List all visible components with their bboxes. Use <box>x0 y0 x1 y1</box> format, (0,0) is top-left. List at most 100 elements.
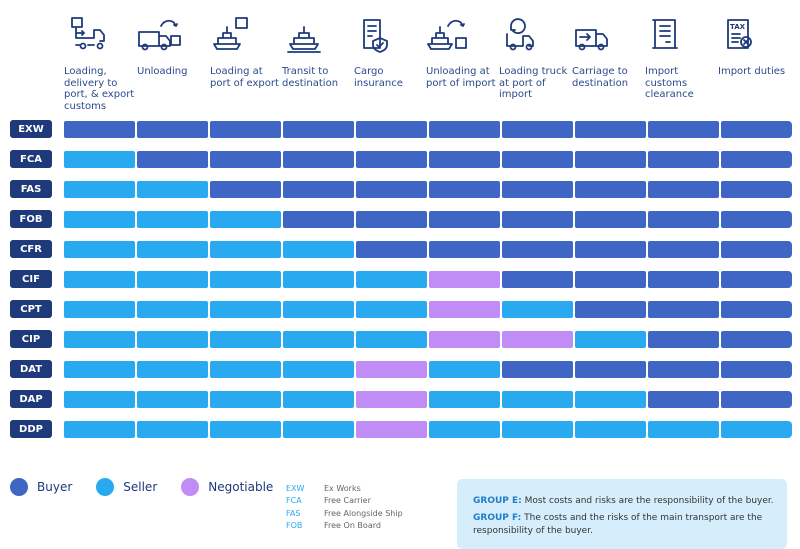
incoterm-label: DDP <box>10 420 52 438</box>
cell-buyer <box>648 300 719 318</box>
cell-seller <box>283 420 354 438</box>
cell-negotiable <box>429 330 500 348</box>
cell-seller <box>429 360 500 378</box>
cell-buyer <box>721 180 792 198</box>
cell-seller <box>429 390 500 408</box>
cell-seller <box>137 240 208 258</box>
cell-seller <box>137 360 208 378</box>
column-header: Unloading <box>137 10 209 78</box>
row-cells <box>64 270 792 288</box>
cell-seller <box>64 210 135 228</box>
cell-seller <box>575 390 646 408</box>
incoterm-row-exw: EXW <box>10 120 792 138</box>
cell-seller <box>137 270 208 288</box>
cell-buyer <box>575 270 646 288</box>
column-label: Loading truck at port of import <box>499 66 568 100</box>
buyer-dot-icon <box>10 478 28 496</box>
abbr-name: Free Carrier <box>324 496 371 506</box>
incoterm-label: CIF <box>10 270 52 288</box>
column-label: Transit to destination <box>282 66 339 89</box>
group-f: GROUP F: The costs and the risks of the … <box>473 512 787 538</box>
cell-buyer <box>429 240 500 258</box>
column-header: Loading at port of export <box>210 10 282 89</box>
incoterm-row-cpt: CPT <box>10 300 792 318</box>
truck-unload-icon <box>138 19 181 51</box>
legend-negotiable: Negotiable <box>181 478 273 496</box>
cell-buyer <box>648 150 719 168</box>
column-header: Carriage to destination <box>572 10 644 89</box>
abbr-item: EXW Ex Works <box>286 483 403 495</box>
cell-buyer <box>648 390 719 408</box>
cell-buyer <box>648 240 719 258</box>
abbr-code: FAS <box>286 508 301 518</box>
column-label: Unloading at port of import <box>426 66 496 89</box>
incoterm-label: CFR <box>10 240 52 258</box>
cell-buyer <box>502 180 573 198</box>
cell-buyer <box>648 330 719 348</box>
cell-buyer <box>721 390 792 408</box>
incoterm-row-cfr: CFR <box>10 240 792 258</box>
row-cells <box>64 240 792 258</box>
truck-arrow-icon <box>575 29 608 51</box>
cell-buyer <box>502 360 573 378</box>
column-header: Unloading at port of import <box>426 10 498 89</box>
cell-seller <box>64 180 135 198</box>
insurance-document-icon <box>363 19 388 53</box>
cell-seller <box>64 240 135 258</box>
cell-buyer <box>575 210 646 228</box>
column-header: Loading truck at port of import <box>499 10 571 101</box>
cell-seller <box>137 390 208 408</box>
incoterm-label: CIP <box>10 330 52 348</box>
abbr-name: Ex Works <box>324 484 361 493</box>
cell-seller <box>283 390 354 408</box>
cell-buyer <box>721 150 792 168</box>
ship-box-icon <box>213 17 248 50</box>
cell-negotiable <box>356 390 427 408</box>
column-header: Import customs clearance <box>645 10 717 101</box>
cell-buyer <box>648 180 719 198</box>
cell-negotiable <box>429 270 500 288</box>
cell-buyer <box>429 210 500 228</box>
incoterm-row-ddp: DDP <box>10 420 792 438</box>
cell-seller <box>64 270 135 288</box>
cell-seller <box>502 420 573 438</box>
cell-seller <box>210 390 281 408</box>
scroll-document-icon <box>652 19 678 49</box>
abbr-item: FCA Free Carrier <box>286 495 403 507</box>
cell-buyer <box>575 240 646 258</box>
cell-seller <box>283 360 354 378</box>
cell-buyer <box>721 210 792 228</box>
cell-buyer <box>429 150 500 168</box>
column-label: Cargo insurance <box>354 66 403 89</box>
cell-seller <box>283 240 354 258</box>
cell-seller <box>64 390 135 408</box>
cell-buyer <box>210 150 281 168</box>
incoterm-label: DAP <box>10 390 52 408</box>
group-text: The costs and the risks of the main tran… <box>473 513 763 536</box>
cell-seller <box>64 360 135 378</box>
abbr-code: EXW <box>286 484 305 493</box>
abbr-item: FOB Free On Board <box>286 520 403 532</box>
cell-negotiable <box>502 330 573 348</box>
cell-negotiable <box>429 300 500 318</box>
cell-seller <box>283 270 354 288</box>
cell-seller <box>210 300 281 318</box>
group-name: GROUP F: <box>473 513 522 523</box>
cell-buyer <box>575 150 646 168</box>
cell-seller <box>648 420 719 438</box>
cell-seller <box>210 330 281 348</box>
incoterm-row-fas: FAS <box>10 180 792 198</box>
cell-seller <box>502 300 573 318</box>
column-label: Carriage to destination <box>572 66 629 89</box>
cell-seller <box>575 420 646 438</box>
cell-buyer <box>429 120 500 138</box>
legend-buyer: Buyer <box>10 478 72 496</box>
group-text: Most costs and risks are the responsibil… <box>524 496 774 506</box>
cell-seller <box>356 330 427 348</box>
cell-buyer <box>648 270 719 288</box>
cell-seller <box>64 420 135 438</box>
cell-seller <box>429 420 500 438</box>
legend-label: Seller <box>123 480 158 494</box>
cell-buyer <box>721 240 792 258</box>
incoterm-row-fob: FOB <box>10 210 792 228</box>
